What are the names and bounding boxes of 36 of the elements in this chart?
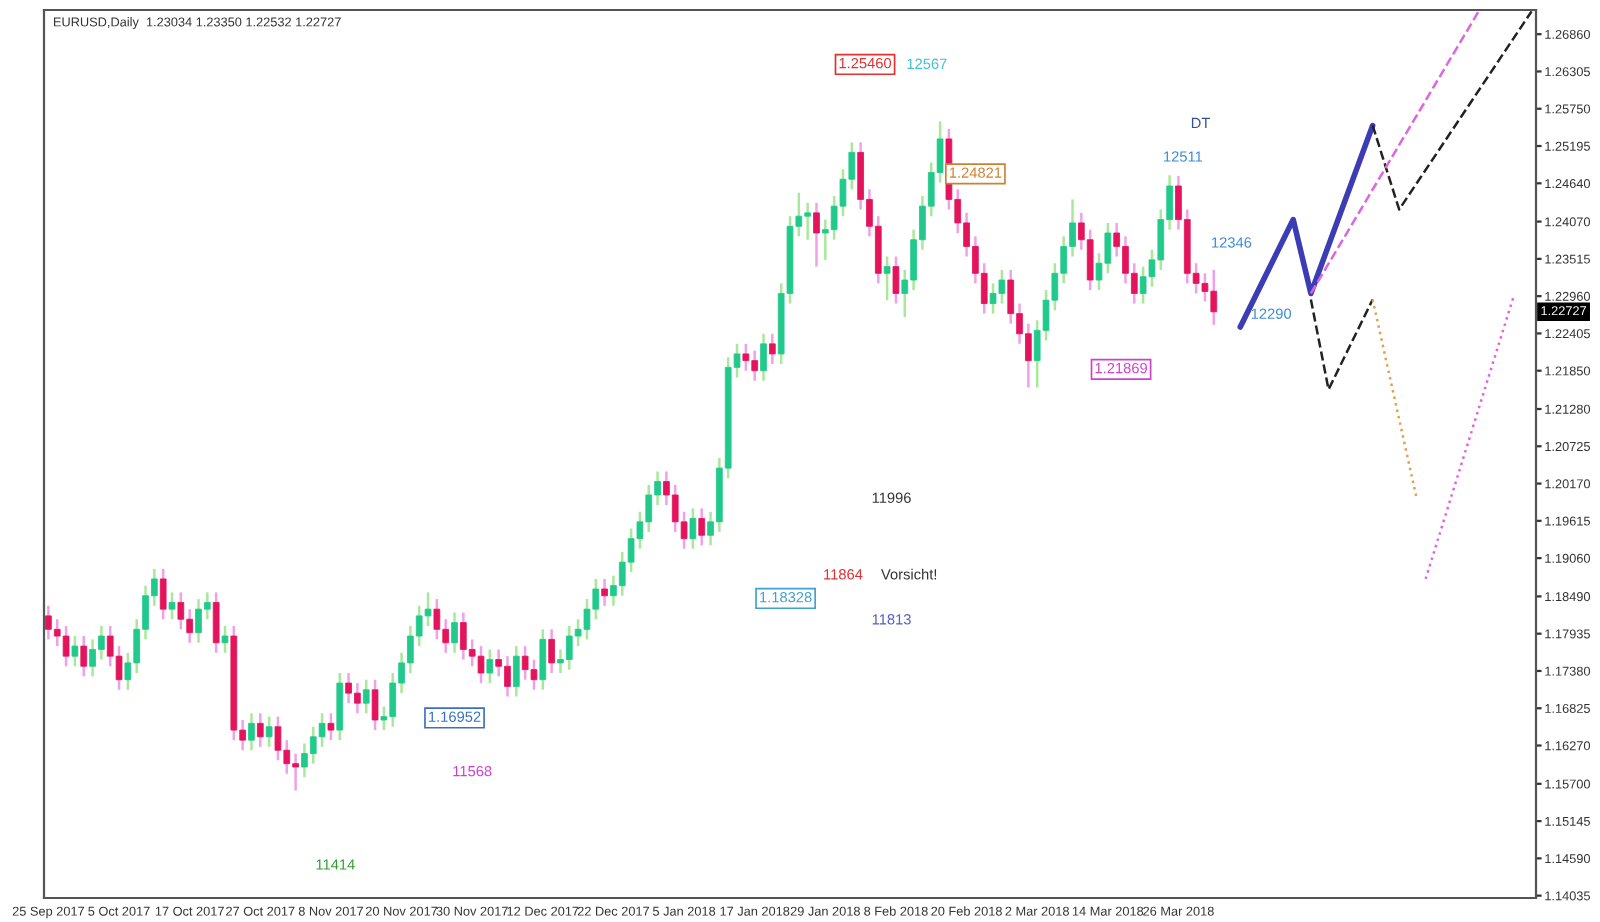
candlestick xyxy=(989,282,997,315)
candlestick xyxy=(371,678,379,732)
candlestick xyxy=(327,712,335,742)
candlestick xyxy=(813,201,820,268)
candlestick xyxy=(221,624,229,655)
candlestick xyxy=(451,611,458,655)
candlestick xyxy=(601,577,608,608)
candlestick xyxy=(71,634,79,668)
candlestick xyxy=(248,712,255,752)
candlestick xyxy=(274,715,282,762)
candlestick xyxy=(698,507,706,547)
candlestick xyxy=(362,678,370,715)
candlestick xyxy=(742,342,750,372)
candlestick xyxy=(256,712,264,749)
candlestick xyxy=(548,628,555,675)
candlestick xyxy=(212,591,220,655)
candlestick xyxy=(539,628,547,692)
candlestick xyxy=(512,644,520,698)
candlestick xyxy=(433,597,441,641)
candlestick xyxy=(265,715,273,749)
candlestick xyxy=(159,567,167,621)
candlestick xyxy=(883,255,891,302)
candlestick xyxy=(62,624,70,668)
candlestick xyxy=(760,332,767,383)
candlestick xyxy=(318,712,326,749)
candlestick xyxy=(1086,228,1094,292)
candlestick xyxy=(486,648,494,685)
candlestick xyxy=(80,634,88,678)
candlestick xyxy=(689,507,697,550)
candlestick xyxy=(892,255,900,305)
candlestick xyxy=(477,644,485,685)
candlestick xyxy=(336,671,344,742)
candlestick xyxy=(177,591,185,631)
candlestick xyxy=(168,591,176,621)
candlestick xyxy=(769,332,776,366)
candlestick xyxy=(530,658,538,692)
